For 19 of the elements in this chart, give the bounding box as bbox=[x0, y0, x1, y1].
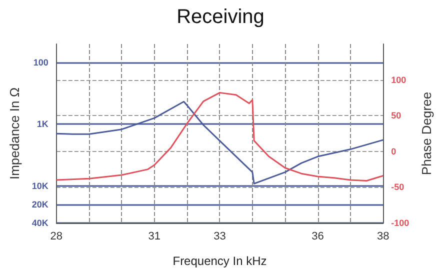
x-tick-label: 36 bbox=[312, 230, 324, 242]
y-axis-title: Impedance In Ω bbox=[7, 87, 22, 180]
y-tick-label: 1K bbox=[36, 119, 49, 130]
y-tick-label: 40K bbox=[32, 218, 49, 228]
chart-title: Receiving bbox=[176, 6, 264, 28]
x-tick-label: 33 bbox=[214, 230, 226, 242]
y2-tick-label: -100 bbox=[391, 218, 410, 228]
y2-axis-title: Phase Degree bbox=[419, 92, 434, 176]
y2-tick-label: 100 bbox=[391, 74, 406, 85]
x-axis-title: Frequency In kHz bbox=[172, 254, 267, 268]
x-tick-label: 28 bbox=[50, 230, 63, 242]
y-tick-label: 100 bbox=[33, 58, 48, 68]
y2-tick-label: 0 bbox=[391, 146, 396, 156]
x-tick-label: 38 bbox=[376, 230, 390, 242]
y-tick-label: 10K bbox=[32, 180, 49, 191]
x-tick-label: 31 bbox=[148, 230, 161, 242]
y2-tick-label: 50 bbox=[391, 110, 402, 121]
y-tick-label: 20K bbox=[32, 199, 49, 210]
y2-tick-label: -50 bbox=[391, 182, 404, 192]
